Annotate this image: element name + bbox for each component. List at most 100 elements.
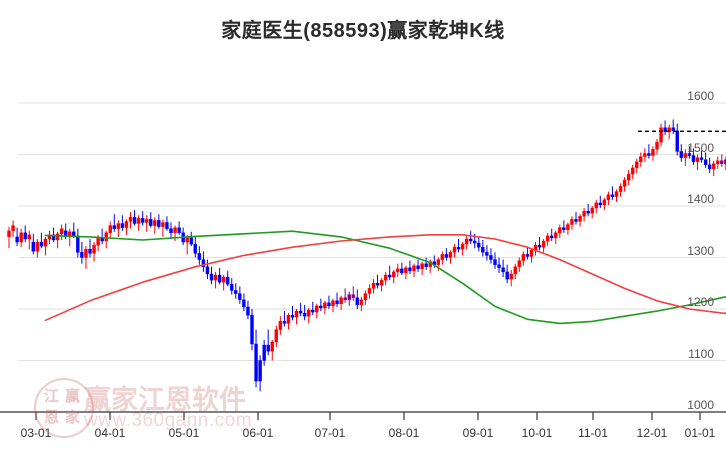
candle-body — [464, 238, 469, 245]
candle-body — [250, 314, 254, 345]
candle-body — [238, 293, 242, 300]
candle-body — [626, 173, 631, 181]
candle-body — [31, 241, 35, 252]
candle-body — [213, 274, 218, 281]
candle-body — [221, 276, 226, 283]
candle-body — [286, 314, 291, 324]
candle-body — [290, 314, 295, 318]
x-axis-tick-label: 12-01 — [636, 426, 668, 440]
candle-body — [440, 254, 445, 260]
candle-body — [43, 238, 48, 247]
candle-body — [173, 227, 177, 233]
candle-body — [144, 219, 149, 223]
candle-body — [550, 235, 554, 239]
candle-body — [655, 141, 659, 150]
candle-body — [169, 228, 173, 233]
candle-body — [598, 202, 602, 206]
candle-body — [92, 244, 96, 254]
candle-body — [590, 207, 594, 214]
candle-body — [331, 300, 335, 307]
candle-body — [124, 221, 129, 228]
candle-body — [136, 218, 141, 224]
candle-body — [554, 232, 558, 239]
x-axis-tick-label: 04-01 — [94, 426, 126, 440]
candle-body — [444, 254, 449, 258]
candle-body — [671, 127, 675, 132]
candle-body — [517, 260, 521, 267]
candle-body — [541, 240, 546, 248]
candle-body — [80, 252, 84, 258]
candle-body — [327, 302, 331, 307]
candle-body — [270, 341, 274, 352]
candle-body — [424, 263, 428, 267]
candle-body — [116, 223, 121, 229]
candle-body — [355, 297, 359, 306]
candle-body — [298, 310, 303, 314]
candle-body — [96, 237, 100, 246]
candle-body — [383, 274, 388, 281]
candle-body — [489, 255, 493, 260]
candle-body — [15, 236, 19, 243]
candle-body — [282, 321, 287, 324]
candle-body — [371, 283, 376, 289]
candle-body — [404, 267, 408, 274]
candle-body — [359, 299, 364, 306]
candle-body — [51, 234, 56, 241]
ma-line — [44, 234, 726, 322]
candle-body — [618, 186, 623, 192]
x-axis-tick-label: 11-01 — [578, 426, 608, 440]
candle-body — [436, 259, 440, 265]
candle-body — [19, 232, 23, 243]
candle-body — [501, 267, 505, 273]
chart-title: 家庭医生(858593)赢家乾坤K线 — [221, 20, 505, 42]
candle-body — [687, 153, 692, 156]
candle-body — [343, 297, 347, 300]
ma-line — [44, 230, 726, 325]
candle-body — [197, 253, 202, 260]
candle-body — [59, 228, 64, 235]
candle-body — [319, 305, 323, 309]
candle-body — [525, 254, 530, 257]
candle-body — [659, 127, 663, 143]
candle-body — [375, 283, 380, 286]
y-axis-tick-label: 1400 — [687, 192, 714, 206]
candle-body — [189, 237, 193, 245]
candle-body — [606, 194, 611, 201]
candle-body — [254, 343, 258, 382]
candle-body — [408, 267, 412, 272]
candle-body — [347, 294, 351, 300]
candle-body — [55, 233, 60, 241]
candle-body — [578, 216, 582, 222]
candle-body — [643, 153, 647, 157]
candle-body — [76, 235, 80, 253]
candle-body — [193, 243, 198, 254]
x-axis — [0, 411, 726, 420]
candle-body — [351, 294, 355, 298]
candle-body — [165, 222, 169, 229]
candle-body — [497, 264, 501, 268]
y-axis-tick-label: 1000 — [687, 398, 714, 412]
candle-body — [513, 266, 517, 275]
candle-body — [7, 230, 11, 238]
candle-body — [157, 220, 161, 227]
candle-body — [602, 199, 607, 206]
candle-body — [72, 231, 76, 237]
candle-body — [473, 240, 477, 244]
candle-body — [493, 259, 497, 265]
candle-body — [396, 268, 400, 273]
y-axis-tick-label: 1200 — [687, 295, 714, 309]
candle-body — [574, 219, 578, 222]
x-axis-tick-label: 03-01 — [20, 426, 52, 440]
candle-body — [614, 191, 619, 197]
candle-body — [177, 227, 181, 233]
candle-body — [622, 180, 627, 187]
x-axis-tick-label: 06-01 — [242, 426, 274, 440]
y-axis-tick-label: 1300 — [687, 243, 714, 258]
candle-body — [23, 232, 27, 240]
candle-body — [63, 230, 68, 238]
candle-body — [663, 127, 667, 133]
candle-body — [205, 266, 210, 275]
candle-body — [477, 242, 481, 248]
